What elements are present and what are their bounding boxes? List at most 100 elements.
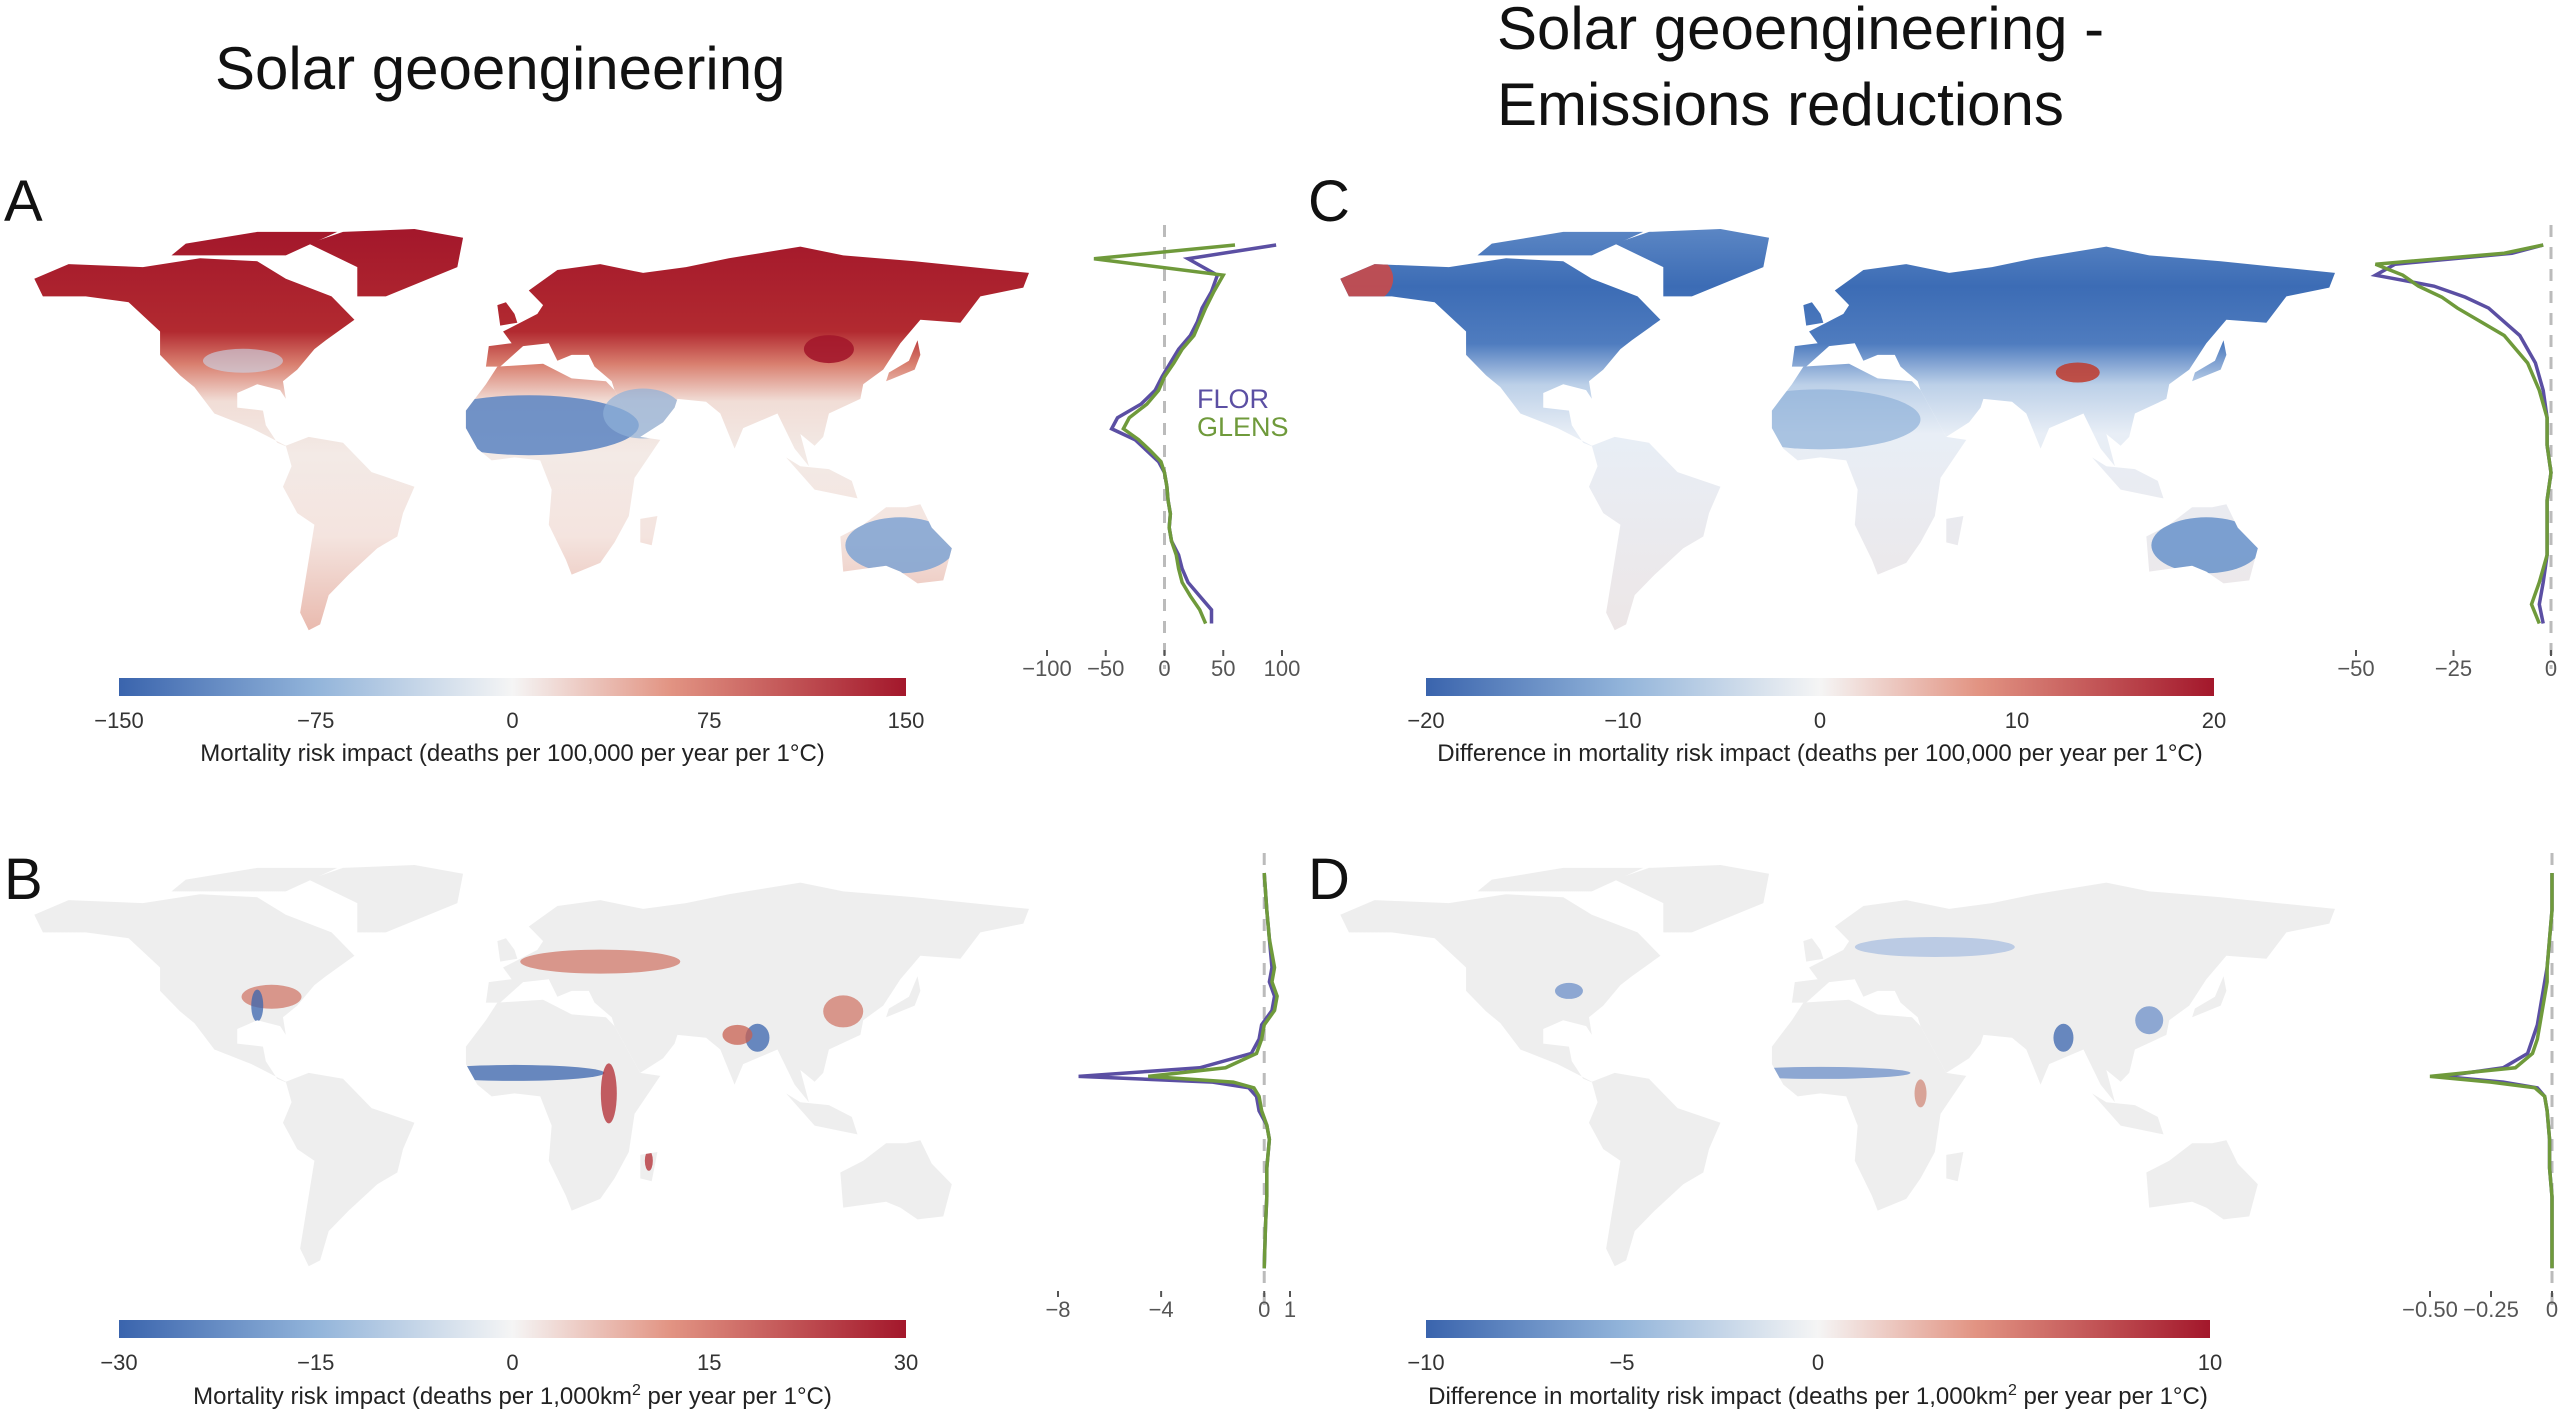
landmass-uk: [497, 938, 518, 962]
x-tick-label: 0: [2545, 1297, 2559, 1322]
panel-label-c: C: [1308, 169, 1350, 234]
series-flor-C: [2370, 243, 2553, 624]
colorbar-tick-label: 30: [893, 1350, 919, 1375]
hotspot-8: [251, 989, 264, 1022]
legend-glens: GLENS: [1197, 412, 1289, 442]
landmass-africa: [465, 999, 661, 1211]
landmass-south-america: [282, 436, 415, 631]
landmass-arctic-islands: [1477, 867, 1644, 892]
landmass-australia: [2146, 1140, 2258, 1220]
colorbar-tick-label: 15: [697, 1350, 722, 1375]
colorbar-tick-label: 75: [697, 708, 722, 733]
panel-label-b: B: [4, 847, 43, 912]
landmass-madagascar: [1946, 1152, 1964, 1182]
colorbar-label: Mortality risk impact (deaths per 100,00…: [200, 740, 825, 768]
landmass-south-america: [1588, 436, 1721, 631]
series-glens-A: [1093, 243, 1236, 625]
colorbar-label-text: Mortality risk impact (deaths per 1,000k…: [193, 1383, 632, 1410]
title-left: Solar geoengineering: [215, 35, 786, 102]
colorbar-tick-label: −10: [1604, 708, 1642, 733]
landmass-north-america: [34, 894, 355, 1085]
colorbar-b: −30 −15 0 15 30 Mortality risk impact (deaths…: [100, 1320, 918, 1410]
landmass-uk: [1803, 938, 1824, 962]
region-tibet: [2055, 362, 2100, 383]
region-sahel: [418, 395, 639, 456]
colorbar-tick-label: −150: [94, 708, 144, 733]
landmass-north-america: [1340, 894, 1661, 1085]
landmass-eurasia: [1791, 246, 2335, 467]
hotspot-5: [1914, 1079, 1927, 1108]
series-glens-D: [2429, 873, 2554, 1269]
landmass-japan: [886, 976, 921, 1018]
x-tick-label: −4: [1148, 1297, 1174, 1322]
colorbar-label-text: Mortality risk impact (deaths per 100,00…: [200, 740, 825, 767]
colorbar-label-text: Difference in mortality risk impact (dea…: [1428, 1383, 2008, 1410]
colorbar-gradient: [119, 678, 906, 696]
colorbar-tick-label: 20: [2201, 708, 2227, 733]
landmass-greenland: [1614, 229, 1770, 297]
colorbar-tick-label: 0: [506, 708, 519, 733]
colorbar-a: −150 −75 0 75 150 Mortality risk impact (deat…: [94, 678, 924, 767]
x-tick-label: 50: [1211, 656, 1236, 681]
colorbar-tick-label: 0: [506, 1350, 519, 1375]
colorbar-d: −10 −5 0 10 Difference in mortality risk imp…: [1407, 1320, 2222, 1410]
landmass-eurasia: [485, 882, 1030, 1103]
landmass-north-america: [34, 258, 355, 449]
x-tick-label: 1: [1283, 1297, 1297, 1322]
hotspot-1: [2053, 1023, 2074, 1052]
colorbar-label: Mortality risk impact (deaths per 1,000k…: [193, 1382, 832, 1411]
colorbar-tick-label: −15: [297, 1350, 335, 1375]
region-us: [202, 348, 283, 373]
map-a: [34, 229, 1030, 631]
landmass-south-america: [282, 1072, 415, 1267]
landmass-australia: [840, 1140, 952, 1220]
landmass-madagascar: [1946, 516, 1964, 546]
region-north-china: [803, 335, 854, 364]
landmass-uk: [1803, 302, 1824, 326]
title-right-line1: Solar geoengineering -: [1497, 0, 2105, 62]
colorbar-tick-label: 10: [2004, 708, 2030, 733]
landmass-indonesia: [2092, 1093, 2164, 1135]
landmass-japan: [2192, 976, 2227, 1018]
colorbar-label-superscript: 2: [631, 1382, 641, 1399]
hotspot-2: [600, 1063, 617, 1124]
landmass-north-america: [1340, 258, 1661, 449]
colorbar-label-text-end: per year per 1°C): [640, 1383, 832, 1410]
region-australia: [845, 517, 956, 574]
hotspot-5: [823, 995, 864, 1028]
x-tick-label: 0: [1258, 1297, 1271, 1322]
colorbar-tick-label: −20: [1407, 708, 1445, 733]
region-australia: [2151, 517, 2262, 574]
landmass-indonesia: [786, 457, 858, 499]
x-tick-label: −0.25: [2463, 1297, 2519, 1322]
x-tick-label: 0: [2544, 656, 2558, 681]
colorbar-tick-label: 10: [2197, 1350, 2223, 1375]
landmass-arctic-islands: [1477, 231, 1644, 256]
landmass-greenland: [1614, 865, 1770, 933]
hotspot-7: [644, 1150, 653, 1171]
landmass-arctic-islands: [171, 231, 338, 256]
x-tick-label: −25: [2434, 656, 2473, 681]
map-d: [1340, 865, 2335, 1267]
map-b: [34, 865, 1030, 1267]
title-right-line2: Emissions reductions: [1497, 71, 2064, 138]
legend-flor: FLOR: [1197, 384, 1270, 414]
landmass-indonesia: [786, 1093, 858, 1135]
landmass-uk: [497, 302, 518, 326]
colorbar-label: Difference in mortality risk impact (dea…: [1437, 740, 2203, 768]
x-tick-label: −0.50: [2402, 1297, 2458, 1322]
series-flor-A: [1109, 243, 1277, 624]
landmass-greenland: [308, 865, 464, 933]
colorbar-gradient: [1426, 1320, 2210, 1338]
landmass-greenland: [308, 229, 464, 297]
colorbar-gradient: [119, 1320, 906, 1338]
colorbar-tick-label: 150: [887, 708, 925, 733]
colorbar-label: Difference in mortality risk impact (dea…: [1428, 1382, 2208, 1411]
series-flor-B: [1078, 872, 1277, 1269]
panel-label-d: D: [1308, 847, 1350, 912]
hotspot-6: [722, 1024, 753, 1045]
x-tick-label: 0: [1158, 656, 1171, 681]
landmass-japan: [2192, 340, 2227, 382]
panel-label-a: A: [4, 169, 43, 234]
legend: FLOR GLENS: [1197, 385, 1289, 441]
